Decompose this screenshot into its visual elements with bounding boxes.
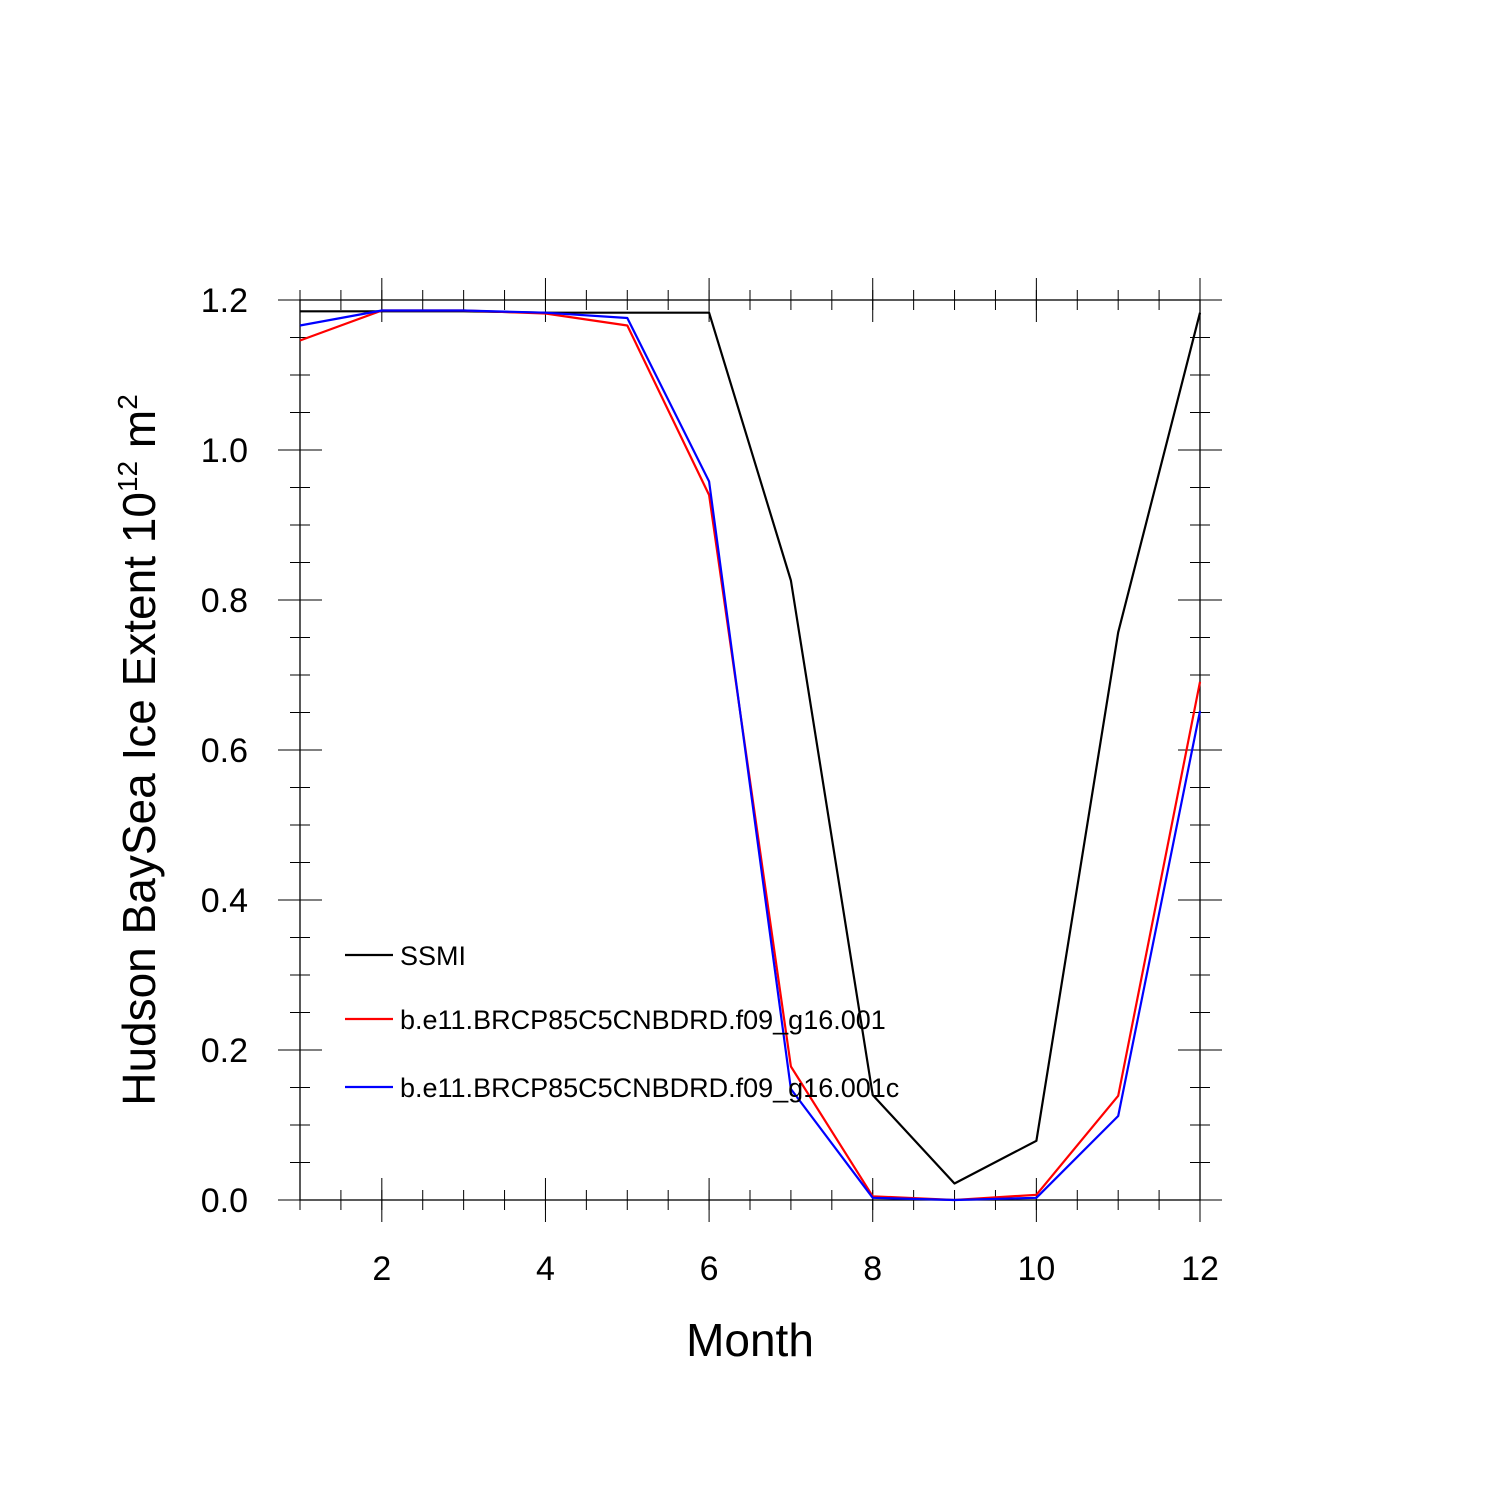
x-axis-title: Month (686, 1314, 814, 1366)
x-tick-label: 6 (700, 1250, 719, 1288)
x-tick-label: 2 (372, 1250, 391, 1288)
legend: SSMI b.e11.BRCP85C5CNBDRD.f09_g16.001 b.e1… (345, 941, 899, 1103)
y-axis-title-exponent: 12 (112, 461, 143, 492)
legend-label-2: b.e11.BRCP85C5CNBDRD.f09_g16.001 (400, 1005, 886, 1035)
y-tick-labels: 0.0 0.2 0.4 0.6 0.8 1.0 1.2 (201, 282, 248, 1220)
y-tick-label: 1.2 (201, 282, 248, 320)
x-tick-label: 12 (1181, 1250, 1219, 1288)
y-tick-label: 0.8 (201, 582, 248, 620)
legend-label-3: b.e11.BRCP85C5CNBDRD.f09_g16.001c (400, 1073, 899, 1103)
y-tick-label: 0.0 (201, 1182, 248, 1220)
y-axis-title-unit-exponent: 2 (112, 394, 143, 410)
minor-ticks (290, 290, 1210, 1210)
series-lines (299, 309, 1202, 1202)
y-tick-label: 0.4 (201, 882, 248, 920)
legend-label-1: SSMI (400, 941, 466, 971)
major-ticks (278, 278, 1222, 1222)
y-axis-title-unit: m (113, 410, 165, 461)
x-tick-labels: 2 4 6 8 10 12 (372, 1250, 1219, 1288)
y-axis-title: Hudson BaySea Ice Extent 1012 m2 (112, 394, 165, 1106)
y-axis-title-base: Hudson BaySea Ice Extent 10 (113, 492, 165, 1106)
series-line-3 (299, 309, 1202, 1202)
plot-frame (299, 299, 1201, 1201)
y-tick-label: 0.6 (201, 732, 248, 770)
x-tick-label: 4 (536, 1250, 555, 1288)
x-tick-label: 8 (863, 1250, 882, 1288)
y-tick-label: 1.0 (201, 432, 248, 470)
series-line-1 (300, 310, 1202, 1185)
y-tick-label: 0.2 (201, 1032, 248, 1070)
x-tick-label: 10 (1017, 1250, 1055, 1288)
